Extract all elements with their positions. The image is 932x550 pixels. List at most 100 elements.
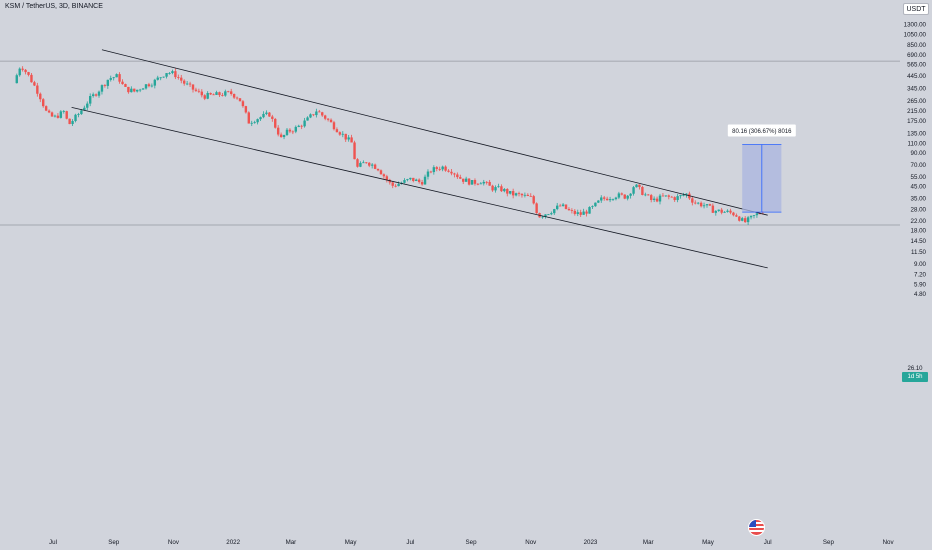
candle-body bbox=[602, 197, 606, 199]
x-tick-label: May bbox=[345, 539, 358, 546]
candle-body bbox=[456, 174, 459, 178]
candle-body bbox=[344, 133, 347, 140]
candle-body bbox=[450, 171, 453, 174]
us-flag-icon[interactable] bbox=[748, 519, 765, 536]
candle-body bbox=[359, 162, 362, 167]
measure-label: 80.16 (306.67%) 8016 bbox=[732, 129, 792, 135]
candle-body bbox=[191, 84, 195, 90]
candle-body bbox=[432, 167, 436, 173]
candle-body bbox=[500, 186, 503, 192]
candle-body bbox=[221, 95, 224, 96]
x-tick-label: May bbox=[702, 539, 715, 546]
candle-body bbox=[517, 193, 521, 195]
candle-body bbox=[353, 142, 356, 160]
candle-body bbox=[467, 178, 471, 185]
candle-body bbox=[100, 85, 104, 92]
candle-body bbox=[473, 180, 477, 184]
candle-body bbox=[415, 179, 418, 181]
candle-body bbox=[203, 95, 206, 99]
candle-body bbox=[33, 82, 36, 86]
candle-body bbox=[47, 110, 51, 113]
candle-body bbox=[558, 205, 562, 207]
candle-body bbox=[165, 73, 168, 77]
candle-body bbox=[262, 113, 265, 118]
chart-area[interactable] bbox=[0, 0, 900, 532]
candle-body bbox=[462, 178, 465, 182]
y-tick-label: 35.00 bbox=[911, 196, 927, 203]
candle-body bbox=[376, 168, 380, 171]
time-axis[interactable] bbox=[0, 532, 900, 550]
candle-body bbox=[174, 71, 177, 78]
candle-body bbox=[335, 129, 339, 133]
x-tick-labels: Jul Sep Nov 2022 Mar May Jul Sep Nov 2023 Mar May Ju… bbox=[49, 539, 894, 546]
candle-body bbox=[749, 215, 753, 218]
candle-body bbox=[256, 119, 259, 123]
candle-body bbox=[315, 111, 318, 116]
candle-body bbox=[59, 111, 63, 118]
candle-body bbox=[573, 210, 577, 214]
candle-body bbox=[36, 85, 39, 94]
candle-body bbox=[89, 96, 92, 104]
candle-body bbox=[514, 193, 518, 196]
candle-body bbox=[417, 179, 421, 183]
candle-body bbox=[247, 112, 251, 124]
y-tick-label: 135.00 bbox=[907, 131, 926, 138]
x-tick-label: Nov bbox=[168, 539, 180, 546]
candle-body bbox=[80, 110, 83, 115]
channel-lower-line bbox=[71, 106, 768, 269]
candle-body bbox=[470, 180, 474, 185]
y-tick-label: 175.00 bbox=[907, 118, 926, 125]
candle-body bbox=[188, 83, 192, 85]
candle-body bbox=[535, 203, 538, 214]
measure-label-box bbox=[727, 124, 796, 137]
candle-body bbox=[614, 197, 618, 200]
x-tick-label: Jul bbox=[49, 539, 57, 546]
candle-body bbox=[758, 213, 762, 215]
candle-body bbox=[605, 198, 609, 201]
candle-body bbox=[714, 210, 718, 213]
candle-body bbox=[50, 112, 54, 117]
x-tick-label: Sep bbox=[108, 539, 120, 546]
candle-body bbox=[297, 125, 300, 127]
countdown-label: 1d 5h bbox=[902, 372, 928, 382]
candle-body bbox=[197, 90, 201, 92]
candle-body bbox=[285, 129, 289, 136]
candle-body bbox=[488, 181, 491, 186]
y-tick-label: 215.00 bbox=[907, 108, 926, 115]
currency-badge[interactable]: USDT bbox=[903, 3, 929, 15]
candle-body bbox=[215, 92, 218, 95]
candle-body bbox=[464, 178, 468, 182]
price-axis[interactable] bbox=[900, 0, 932, 550]
candle-body bbox=[594, 202, 597, 207]
y-tick-label: 1300.00 bbox=[904, 21, 927, 28]
candle-body bbox=[391, 182, 394, 186]
candle-body bbox=[547, 214, 550, 216]
candle-body bbox=[121, 81, 124, 85]
candle-body bbox=[118, 74, 121, 82]
candle-body bbox=[509, 191, 512, 194]
candle-body bbox=[511, 191, 515, 196]
candle-body bbox=[743, 218, 747, 223]
candle-body bbox=[441, 166, 444, 170]
candle-body bbox=[77, 114, 80, 115]
candle-body bbox=[600, 197, 603, 201]
candle-body bbox=[426, 171, 430, 177]
candle-body bbox=[541, 216, 544, 218]
candle-body bbox=[276, 127, 280, 135]
candle-body bbox=[664, 195, 668, 197]
candle-body bbox=[141, 88, 145, 90]
candle-body bbox=[699, 202, 703, 207]
candle-body bbox=[423, 176, 427, 185]
x-tick-label: Mar bbox=[643, 539, 654, 546]
candle-body bbox=[670, 196, 673, 198]
candle-body bbox=[667, 195, 671, 197]
candle-body bbox=[168, 73, 171, 74]
candle-body bbox=[582, 211, 585, 215]
candle-body bbox=[162, 76, 165, 78]
candle-body bbox=[723, 211, 726, 213]
candle-body bbox=[679, 195, 682, 197]
candle-body bbox=[341, 133, 344, 135]
candle-body bbox=[212, 94, 215, 96]
candle-body bbox=[553, 209, 556, 214]
channel-upper-line bbox=[101, 49, 768, 216]
